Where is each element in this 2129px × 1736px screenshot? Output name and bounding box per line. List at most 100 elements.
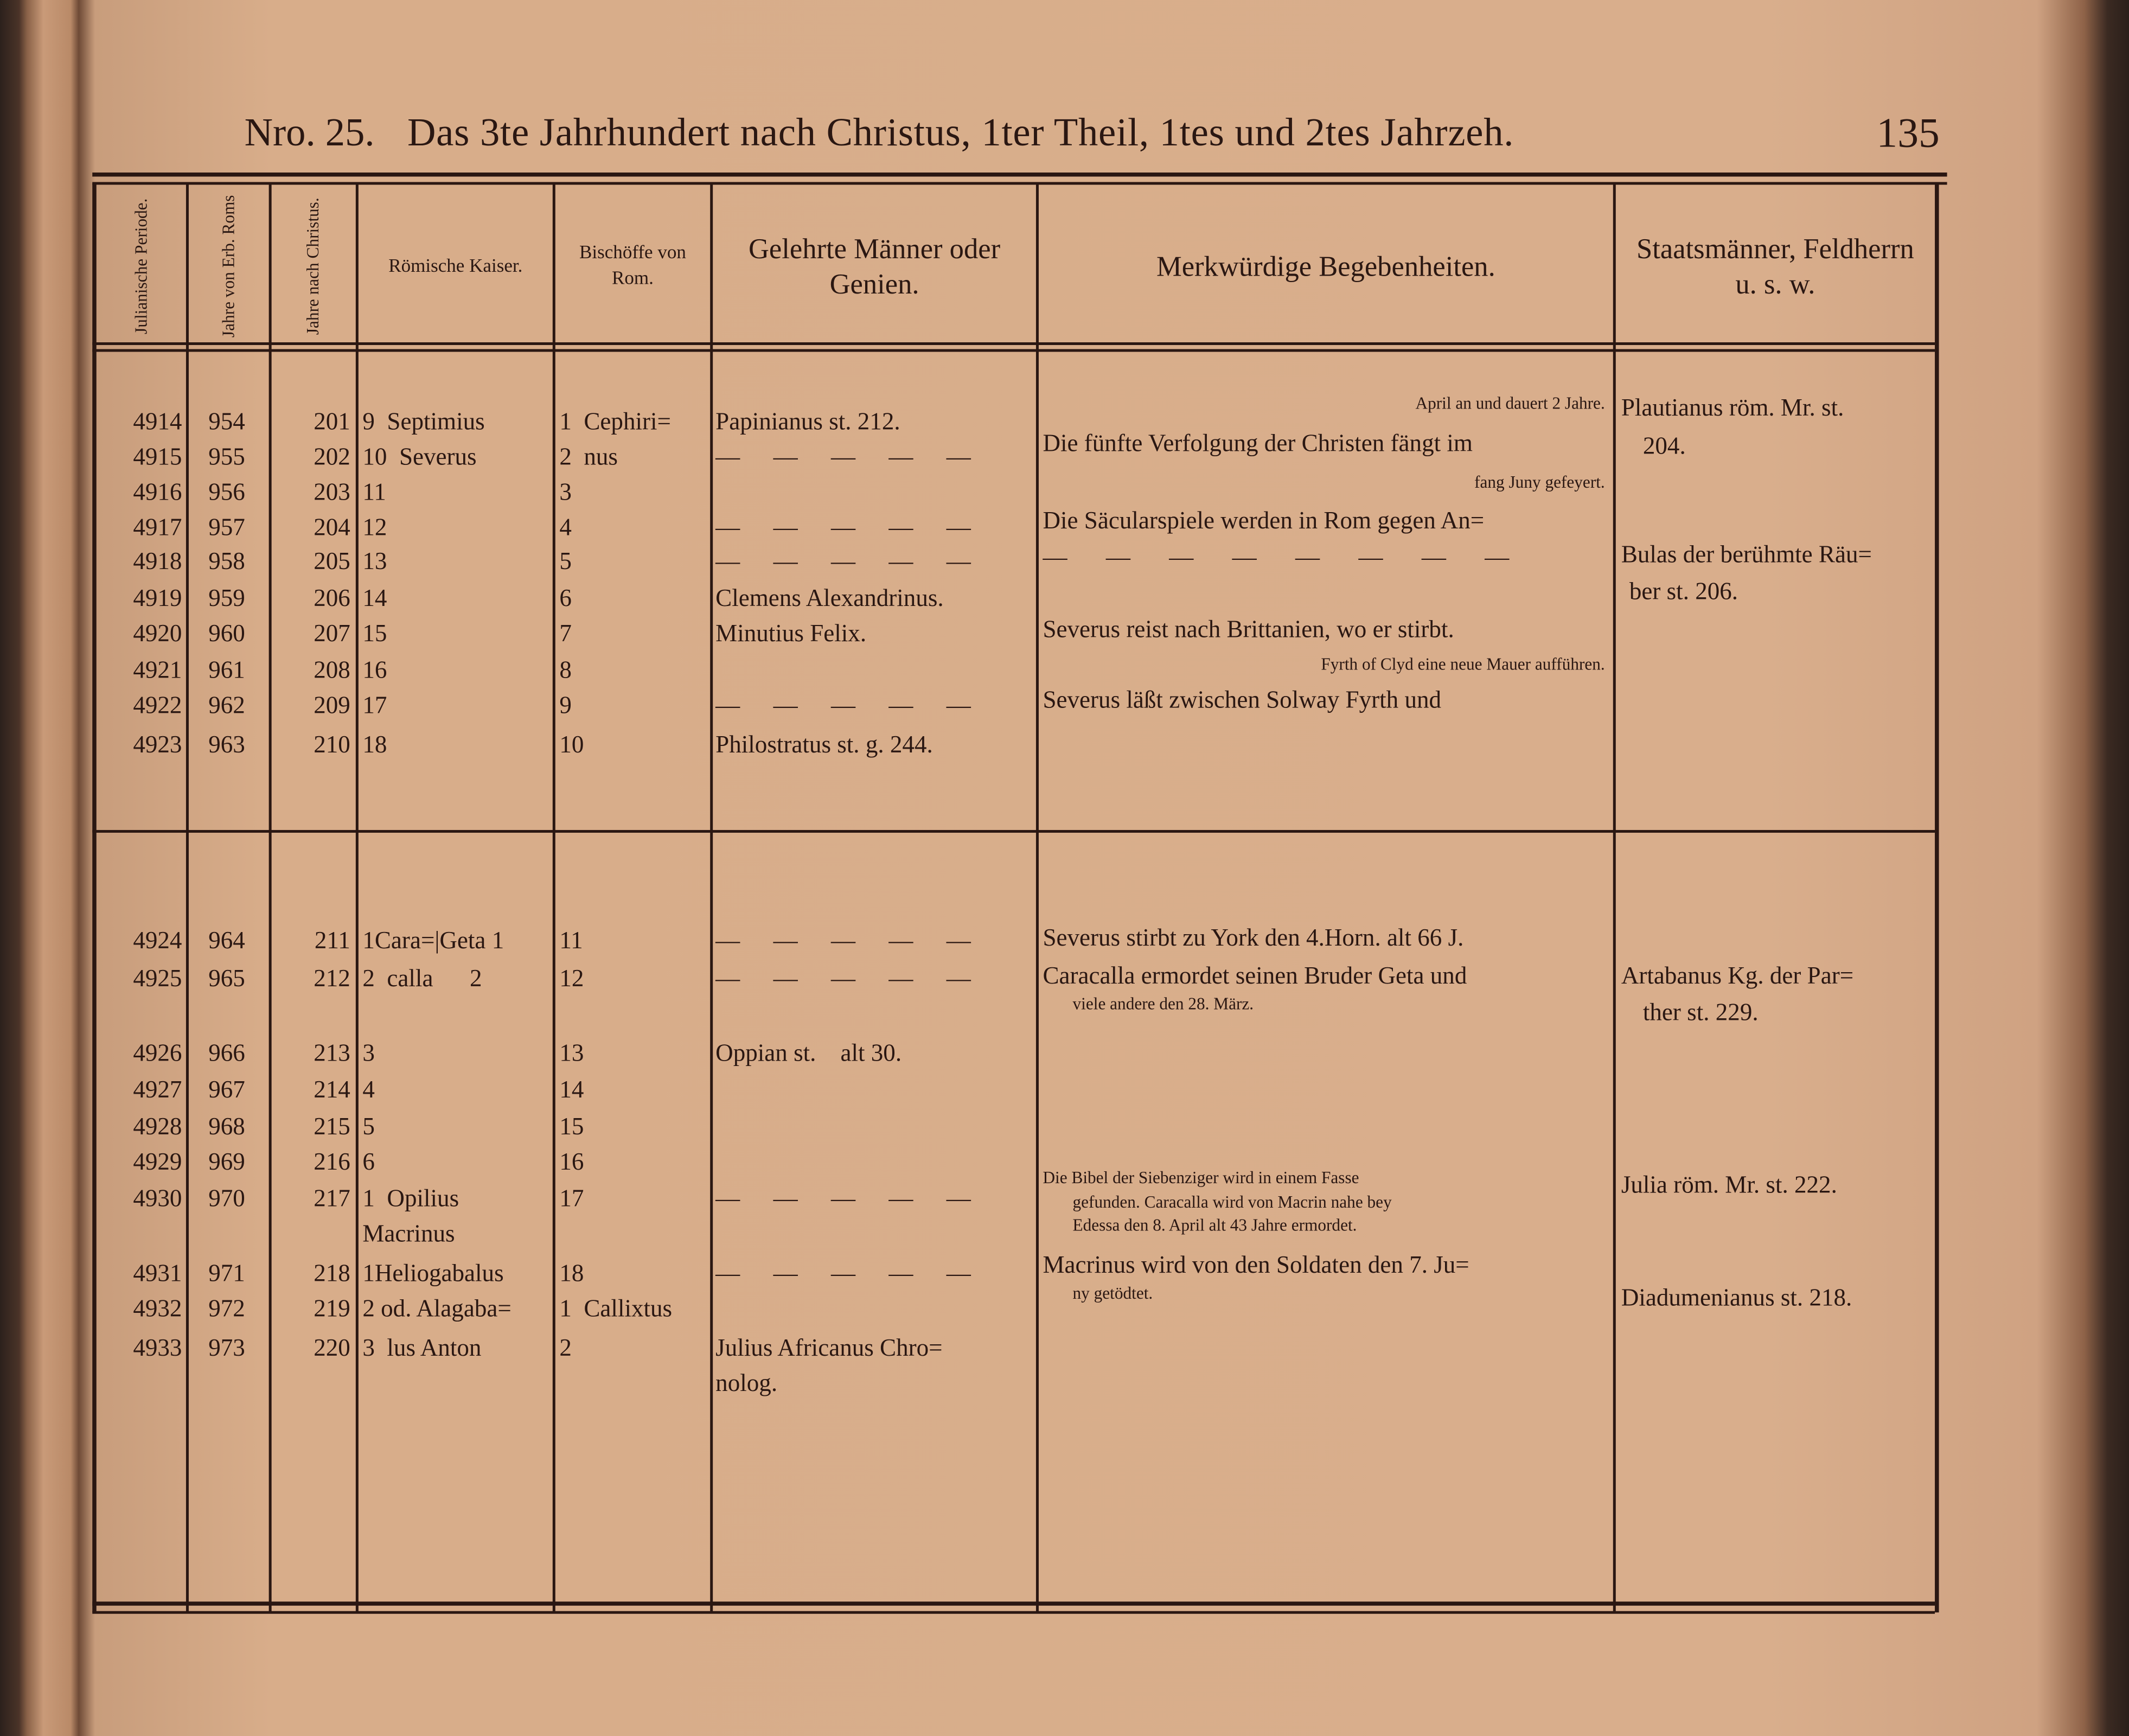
- year-ad: 203: [314, 478, 350, 506]
- bishop: 17: [559, 1184, 584, 1212]
- statesman-line: ber st. 206.: [1629, 577, 1738, 605]
- year-ab-urbe: 964: [208, 926, 245, 954]
- event-line: Edessa den 8. April alt 43 Jahre ermorde…: [1072, 1216, 1357, 1235]
- emperor: 1Heliogabalus: [362, 1259, 504, 1287]
- emperor: 12: [362, 513, 387, 541]
- scholar: — — — — —: [715, 926, 984, 954]
- bishop: 10: [559, 731, 584, 758]
- year-ab-urbe: 970: [208, 1184, 245, 1212]
- scholar: Clemens Alexandrinus.: [715, 584, 944, 611]
- scholar: Oppian st. alt 30.: [715, 1039, 902, 1067]
- emperor: 1 Opilius: [362, 1184, 459, 1212]
- event-line: Die Säcularspiele werden in Rom gegen An…: [1043, 506, 1485, 534]
- julian-period: 4917: [133, 513, 182, 541]
- emperor: 1Cara=|Geta 1: [362, 926, 504, 954]
- year-ab-urbe: 972: [208, 1294, 245, 1322]
- year-ab-urbe: 961: [208, 656, 245, 684]
- year-ab-urbe: 971: [208, 1259, 245, 1287]
- year-ab-urbe: 963: [208, 731, 245, 758]
- event-line: Severus stirbt zu York den 4.Horn. alt 6…: [1043, 923, 1464, 951]
- emperor: 4: [362, 1076, 375, 1103]
- scholar: — — — — —: [715, 1184, 984, 1212]
- column-header: Jahre von Erb. Roms: [190, 190, 267, 342]
- bottom-rule-inner: [92, 1611, 1935, 1613]
- bishop: 8: [559, 656, 572, 684]
- emperor: 15: [362, 619, 387, 647]
- statesman-line: Bulas der berühmte Räu=: [1621, 540, 1872, 568]
- scholar: Papinianus st. 212.: [715, 407, 900, 435]
- scholar: — — — — —: [715, 513, 984, 541]
- julian-period: 4923: [133, 731, 182, 758]
- column-rule: [355, 183, 359, 1613]
- julian-period: 4929: [133, 1147, 182, 1175]
- column-rule: [710, 183, 713, 1613]
- event-line: viele andere den 28. März.: [1072, 994, 1254, 1013]
- year-ad: 220: [314, 1333, 350, 1362]
- event-line: Die Bibel der Siebenziger wird in einem …: [1043, 1168, 1359, 1188]
- year-ad: 205: [314, 547, 350, 575]
- column-rule: [1035, 183, 1039, 1613]
- year-ab-urbe: 969: [208, 1147, 245, 1175]
- year-ad: 209: [314, 691, 350, 719]
- julian-period: 4926: [133, 1039, 182, 1067]
- julian-period: 4921: [133, 656, 182, 684]
- julian-period: 4914: [133, 407, 182, 435]
- year-ad: 201: [314, 407, 350, 435]
- year-ad: 207: [314, 619, 350, 647]
- year-ab-urbe: 959: [208, 584, 245, 611]
- bishop: 1 Cephiri=: [559, 407, 671, 435]
- column-header: Julianische Periode.: [97, 190, 185, 342]
- scholar: — — — — —: [715, 691, 984, 719]
- emperor: 17: [362, 691, 387, 719]
- event-line: gefunden. Caracalla wird von Macrin nahe…: [1072, 1192, 1392, 1212]
- year-ab-urbe: 966: [208, 1039, 245, 1067]
- emperor: 5: [362, 1112, 375, 1140]
- julian-period: 4919: [133, 584, 182, 611]
- emperor: 13: [362, 547, 387, 575]
- year-ad: 213: [314, 1039, 350, 1067]
- julian-period: 4916: [133, 478, 182, 506]
- statesman-line: Plautianus röm. Mr. st.: [1621, 394, 1844, 422]
- bottom-rule: [92, 1601, 1935, 1605]
- column-header: Römische Kaiser.: [360, 190, 551, 342]
- bishop: 2: [559, 1333, 572, 1362]
- julian-period: 4933: [133, 1333, 182, 1362]
- statesman-line: ther st. 229.: [1642, 998, 1759, 1026]
- scholar: — — — — —: [715, 443, 984, 470]
- julian-period: 4924: [133, 926, 182, 954]
- emperor: 18: [362, 731, 387, 758]
- column-header-label: Jahre von Erb. Roms: [219, 195, 239, 338]
- column-header: Bischöffe von Rom.: [557, 190, 708, 342]
- year-ad: 204: [314, 513, 350, 541]
- header-rule-inner: [92, 349, 1935, 352]
- column-rule: [1935, 183, 1939, 1613]
- emperor: 16: [362, 656, 387, 684]
- event-line: Caracalla ermordet seinen Bruder Geta un…: [1043, 961, 1467, 989]
- table-number: Nro. 25.: [244, 111, 375, 155]
- julian-period: 4915: [133, 443, 182, 470]
- julian-period: 4918: [133, 547, 182, 575]
- bishop: 11: [559, 926, 583, 954]
- event-line: fang Juny gefeyert.: [1474, 473, 1605, 492]
- bishop: 5: [559, 547, 572, 575]
- statesman-line: Diadumenianus st. 218.: [1621, 1284, 1852, 1311]
- scholar: — — — — —: [715, 1259, 984, 1287]
- year-ad: 215: [314, 1112, 350, 1140]
- section-divider: [92, 829, 1935, 833]
- column-header: Staatsmänner, Feldherrn u. s. w.: [1617, 190, 1933, 342]
- year-ab-urbe: 967: [208, 1076, 245, 1103]
- page-number: 135: [1876, 108, 1940, 156]
- column-header-label: Gelehrte Männer oder Genien.: [748, 232, 1001, 301]
- column-header-label: Römische Kaiser.: [388, 256, 523, 277]
- year-ad: 211: [314, 926, 350, 954]
- emperor: 3 lus Anton: [362, 1333, 482, 1362]
- julian-period: 4927: [133, 1076, 182, 1103]
- emperor: 10 Severus: [362, 443, 477, 470]
- year-ad: 216: [314, 1147, 350, 1175]
- year-ad: 210: [314, 731, 350, 758]
- top-rule: [92, 173, 1947, 177]
- page-title: Das 3te Jahrhundert nach Christus, 1ter …: [407, 111, 1514, 155]
- bishop: 6: [559, 584, 572, 611]
- year-ad: 218: [314, 1259, 350, 1287]
